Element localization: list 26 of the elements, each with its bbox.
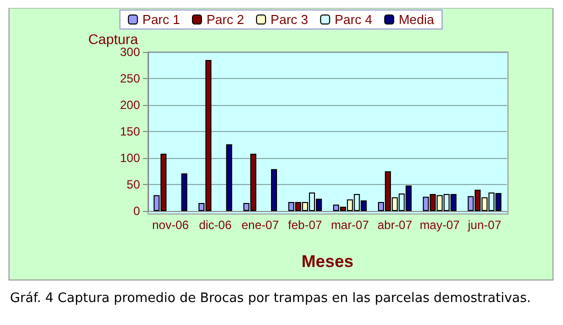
y-tick-label: 200: [120, 98, 140, 112]
text: Gráf. 4 Captura promedio de Brocas por trampas en las parcelas demostrativas.: [10, 291, 531, 306]
y-tick-label: 250: [120, 72, 140, 86]
bar: [226, 144, 232, 211]
legend-label: Parc 4: [334, 12, 372, 27]
x-tick-label: feb-07: [288, 218, 322, 232]
y-tick-label: 150: [120, 124, 140, 138]
legend-label: Parc 1: [142, 12, 180, 27]
x-tick-label: mar-07: [330, 218, 370, 232]
y-tick-label: 0: [133, 204, 140, 218]
x-axis-title: Meses: [302, 252, 354, 271]
legend-label: Media: [398, 12, 435, 27]
bar: [181, 173, 188, 211]
bar: [271, 169, 278, 211]
y-tick-label: 100: [120, 151, 140, 165]
x-tick-label: nov-06: [152, 218, 190, 232]
x-tick-label: dic-06: [198, 218, 232, 232]
legend-label: Parc 2: [206, 12, 244, 27]
x-tick-label: may-07: [420, 218, 460, 232]
x-tick-label: jun-07: [466, 218, 502, 232]
y-tick-label: 300: [120, 45, 140, 59]
x-tick-label: abr-07: [377, 218, 412, 232]
legend-label: Parc 3: [270, 12, 308, 27]
y-tick-label: 50: [126, 178, 140, 192]
y-axis-title: Captura: [88, 31, 138, 48]
x-tick-label: ene-07: [242, 218, 280, 232]
